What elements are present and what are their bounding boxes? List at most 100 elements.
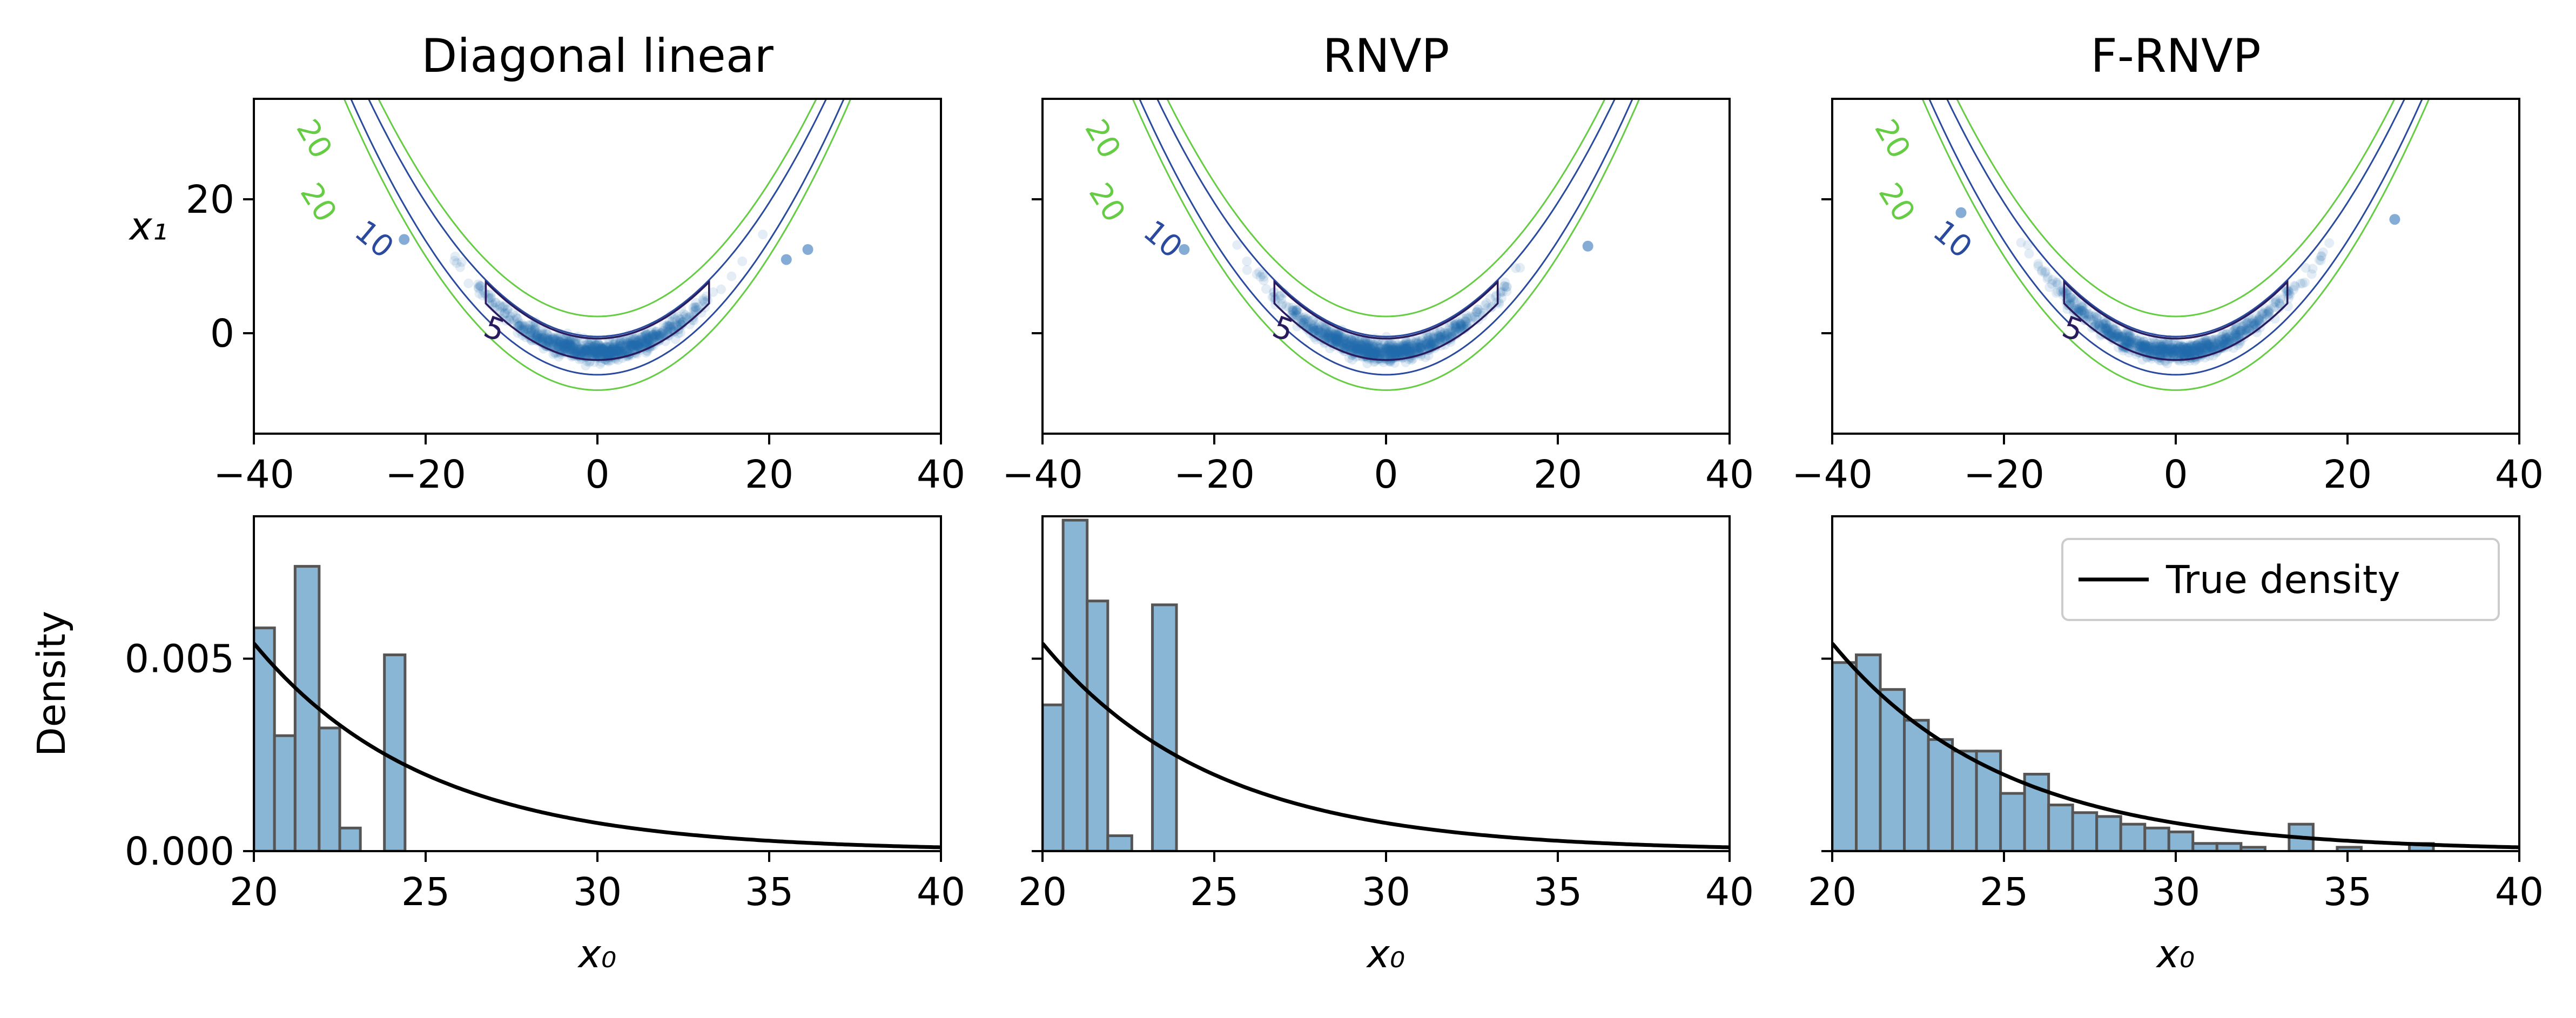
sample-point xyxy=(2178,346,2189,356)
x-tick-label: 35 xyxy=(745,869,793,914)
sample-point xyxy=(1354,345,1364,355)
sample-point xyxy=(2225,335,2235,346)
sample-point xyxy=(2230,324,2241,334)
sample-point xyxy=(629,340,640,350)
sample-point xyxy=(2188,342,2198,352)
sample-point xyxy=(2185,339,2195,349)
sample-point xyxy=(526,327,536,337)
sample-point xyxy=(2185,342,2195,353)
sample-point xyxy=(1339,333,1349,343)
sample-point xyxy=(1409,346,1419,356)
sample-point xyxy=(2263,308,2274,318)
sample-point xyxy=(1423,333,1434,343)
sample-point xyxy=(502,308,512,318)
sample-point xyxy=(2058,284,2068,294)
sample-point xyxy=(1356,340,1367,350)
x-tick-label: −40 xyxy=(1792,452,1873,497)
sample-point xyxy=(1416,343,1426,353)
sample-point xyxy=(622,335,632,345)
contour-10 xyxy=(349,99,845,376)
sample-point xyxy=(1292,305,1302,315)
sample-point xyxy=(708,287,718,297)
sample-point xyxy=(2316,251,2326,261)
sample-point xyxy=(585,349,595,359)
sample-point xyxy=(535,335,546,345)
sample-point xyxy=(2099,319,2109,329)
sample-point xyxy=(582,346,591,356)
sample-point xyxy=(1291,310,1301,320)
sample-point xyxy=(2201,336,2211,346)
sample-point xyxy=(2183,347,2194,358)
sample-point xyxy=(546,340,556,350)
sample-point xyxy=(1333,331,1343,341)
sample-point xyxy=(520,321,530,332)
sample-point xyxy=(1390,346,1401,356)
sample-point xyxy=(646,336,656,347)
sample-point xyxy=(2169,343,2178,354)
sample-point xyxy=(2121,338,2131,348)
sample-point xyxy=(2236,321,2247,331)
sample-point xyxy=(1499,281,1509,291)
sample-point xyxy=(591,340,602,350)
sample-point xyxy=(541,328,551,338)
sample-point xyxy=(1292,306,1302,316)
sample-point xyxy=(544,336,554,347)
sample-point xyxy=(1259,275,1269,286)
sample-point xyxy=(562,342,573,352)
sample-point xyxy=(2297,278,2308,288)
sample-point xyxy=(523,325,534,335)
sample-point xyxy=(1395,348,1405,358)
sample-point xyxy=(2079,311,2089,321)
sample-point xyxy=(2238,329,2248,339)
sample-point xyxy=(584,340,595,350)
sample-point xyxy=(500,308,510,319)
sample-point xyxy=(1337,333,1348,343)
sample-point xyxy=(1426,337,1436,347)
sample-point xyxy=(1348,343,1358,354)
sample-point xyxy=(1333,329,1343,339)
sample-point xyxy=(634,342,644,353)
sample-point xyxy=(600,350,610,360)
sample-point xyxy=(608,339,618,349)
sample-point xyxy=(2126,338,2136,348)
sample-point xyxy=(610,344,621,354)
sample-point xyxy=(583,347,593,357)
sample-point xyxy=(480,288,489,298)
sample-point xyxy=(577,343,587,353)
sample-point xyxy=(2216,339,2226,349)
sample-point xyxy=(581,345,591,355)
sample-point xyxy=(1300,314,1310,325)
sample-point xyxy=(2181,349,2191,359)
sample-point xyxy=(1362,359,1373,369)
sample-point xyxy=(562,346,572,356)
contour-10 xyxy=(1928,99,2424,376)
sample-point xyxy=(600,346,610,356)
sample-point xyxy=(1435,333,1445,343)
sample-point xyxy=(1342,341,1352,352)
sample-point xyxy=(1334,335,1344,345)
sample-point xyxy=(594,343,604,353)
sample-point xyxy=(519,321,529,331)
sample-point xyxy=(537,326,547,336)
sample-point xyxy=(562,339,572,349)
histogram-bar xyxy=(338,826,362,851)
sample-point xyxy=(2164,345,2175,355)
sample-point xyxy=(1366,348,1376,358)
sample-point xyxy=(586,344,596,354)
sample-point xyxy=(575,343,586,354)
sample-point xyxy=(1370,342,1380,353)
sample-point xyxy=(1441,331,1451,341)
sample-point xyxy=(2094,321,2104,332)
sample-point xyxy=(2041,266,2051,277)
sample-point xyxy=(566,346,576,356)
sample-point xyxy=(2185,349,2196,360)
sample-point xyxy=(591,350,601,360)
sample-point xyxy=(2165,345,2175,355)
sample-point xyxy=(1406,335,1416,345)
sample-point xyxy=(1319,323,1329,333)
sample-point xyxy=(1350,342,1360,352)
sample-point xyxy=(533,328,543,338)
sample-point xyxy=(535,333,545,343)
sample-point xyxy=(610,339,620,349)
